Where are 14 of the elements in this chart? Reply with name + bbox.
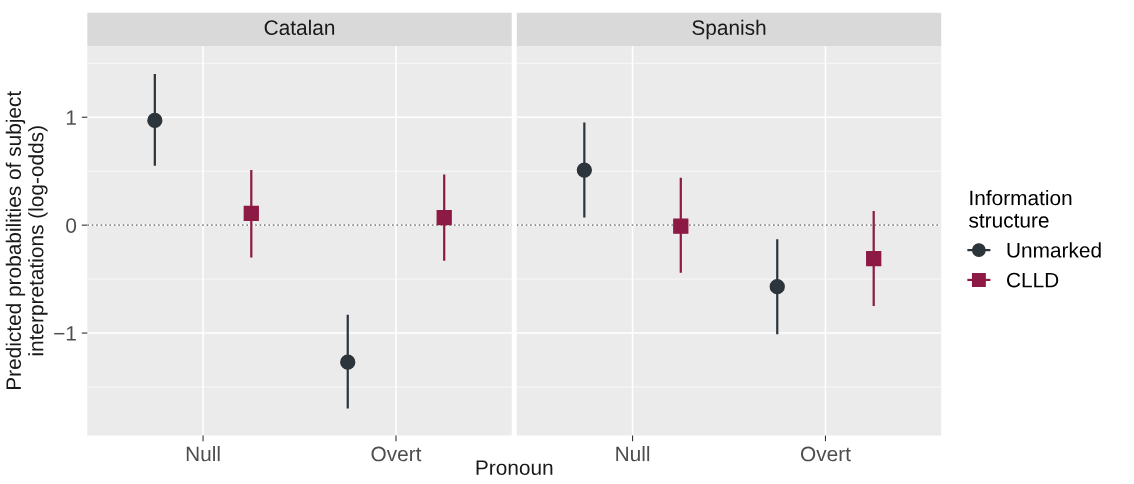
x-tick-label: Null — [616, 446, 650, 462]
x-tick-label: Null — [186, 446, 220, 462]
legend-label: Unmarked — [1007, 242, 1101, 258]
x-tick-label: Overt — [371, 446, 422, 462]
y-tick-label: 1 — [66, 110, 76, 125]
chart-title: Spanish — [692, 19, 766, 40]
x-tick-label: Overt — [800, 446, 851, 462]
chart-title: Catalan — [264, 19, 335, 36]
legend-label: CLLD — [1007, 272, 1059, 288]
y-tick-label: −1 — [54, 326, 76, 341]
legend-title: Information structure — [969, 190, 1072, 228]
x-axis-title: Pronoun — [476, 460, 553, 476]
y-axis-title: Predicted probabilities of subject interpretations (log-odds) — [5, 90, 48, 390]
y-tick-label: 0 — [66, 218, 77, 233]
